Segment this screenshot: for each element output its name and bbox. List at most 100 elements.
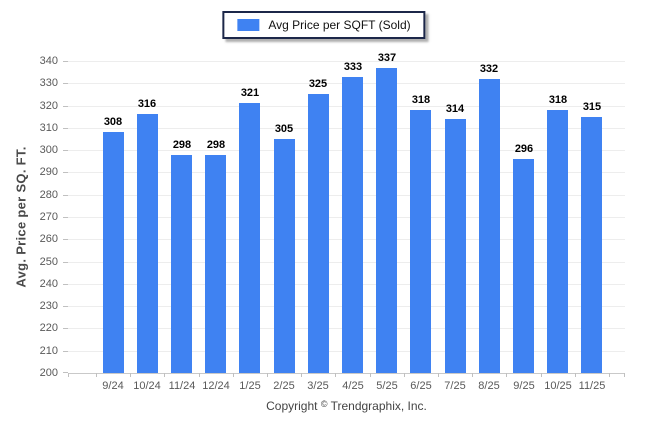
legend-swatch [237,19,260,31]
x-axis-tick [438,373,439,377]
bar [103,132,124,373]
y-axis-tick [63,239,68,240]
y-tick-label: 320 [39,100,58,112]
x-tick-label: 9/24 [102,380,124,392]
y-axis-tick [63,195,68,196]
y-tick-label: 340 [39,55,58,67]
y-axis-tick [63,61,68,62]
bar [308,94,329,373]
y-tick-label: 300 [39,144,58,156]
bar-value-label: 314 [445,103,465,115]
x-axis-tick [404,373,405,377]
bar-value-label: 333 [343,61,363,73]
y-tick-label: 230 [39,300,58,312]
x-axis-tick [575,373,576,377]
x-tick-label: 10/25 [544,380,572,392]
x-axis-tick [96,373,97,377]
y-tick-label: 270 [39,211,58,223]
bar-value-label: 315 [582,101,602,113]
copyright-prefix: Copyright [266,399,318,413]
y-tick-label: 290 [39,166,58,178]
x-tick-label: 2/25 [273,380,295,392]
bar-value-label: 305 [274,123,294,135]
bar [513,159,534,373]
y-tick-label: 250 [39,256,58,268]
bar-value-label: 332 [479,63,499,75]
bar [137,114,158,373]
plot-area: 200 210 220 230 240 250 260 270 280 290 300 310 320 3… [40,52,625,392]
x-axis-tick [301,373,302,377]
x-axis-tick [624,373,625,377]
x-tick-label: 3/25 [307,380,329,392]
x-tick-label: 1/25 [239,380,261,392]
y-axis-tick [63,262,68,263]
x-axis-tick [130,373,131,377]
bar [547,110,568,373]
x-axis-tick [164,373,165,377]
bar [171,155,192,373]
x-tick-label: 7/25 [444,380,466,392]
y-axis-tick [63,172,68,173]
copyright-company: Trendgraphix, Inc. [330,399,427,413]
bar [581,117,602,373]
y-tick-label: 200 [39,367,58,379]
bar [239,103,260,373]
x-tick-label: 5/25 [376,380,398,392]
x-tick-label: 11/24 [168,380,196,392]
bar-value-label: 325 [308,78,328,90]
y-axis-tick [63,150,68,151]
bar [479,79,500,373]
bar-value-label: 298 [172,139,192,151]
bar [274,139,295,373]
y-tick-label: 220 [39,322,58,334]
copyright-text: Copyright © Trendgraphix, Inc. [68,399,625,413]
y-axis-tick [63,328,68,329]
x-tick-label: 8/25 [478,380,500,392]
y-tick-label: 210 [39,345,58,357]
x-axis-tick [335,373,336,377]
y-tick-label: 280 [39,189,58,201]
x-axis-tick [472,373,473,377]
bar [376,68,397,373]
bar-value-label: 321 [240,87,260,99]
y-axis-tick [63,217,68,218]
bar [342,77,363,373]
x-tick-label: 9/25 [513,380,535,392]
x-axis-tick [506,373,507,377]
y-tick-label: 310 [39,122,58,134]
bar-value-label: 337 [377,52,397,64]
y-tick-label: 330 [39,77,58,89]
bar [410,110,431,373]
x-axis-tick [199,373,200,377]
x-tick-label: 12/24 [202,380,230,392]
x-tick-label: 10/24 [133,380,161,392]
x-axis-tick [68,373,69,377]
y-tick-label: 260 [39,233,58,245]
bar [205,155,226,373]
bar [445,119,466,373]
y-axis-tick [63,106,68,107]
bar-value-label: 316 [137,98,157,110]
x-tick-label: 11/25 [578,380,606,392]
legend: Avg Price per SQFT (Sold) [222,11,426,39]
bar-value-label: 308 [103,116,123,128]
y-axis-tick [63,83,68,84]
x-tick-label: 6/25 [410,380,432,392]
bar-value-label: 318 [548,94,568,106]
y-tick-label: 240 [39,278,58,290]
bar-value-label: 318 [411,94,431,106]
y-axis-tick [63,284,68,285]
y-axis-tick [63,351,68,352]
x-axis-tick [609,373,610,377]
y-axis-tick [63,128,68,129]
x-axis-tick [541,373,542,377]
x-axis-tick [370,373,371,377]
x-axis-tick [267,373,268,377]
bar-value-label: 298 [206,139,226,151]
gridline [68,61,625,62]
y-axis-tick [63,372,68,373]
y-axis-tick [63,306,68,307]
x-tick-label: 4/25 [342,380,364,392]
x-axis-tick [233,373,234,377]
